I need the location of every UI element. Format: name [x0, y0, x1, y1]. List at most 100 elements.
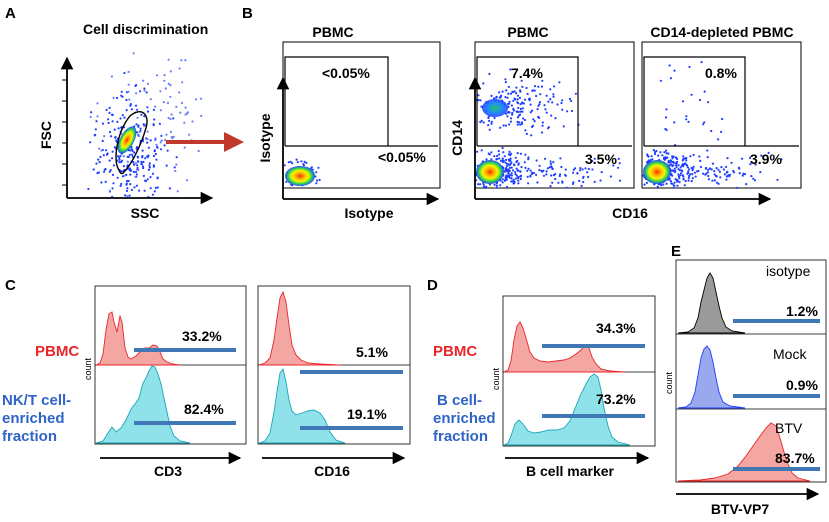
event-dot: [108, 111, 111, 114]
event-dot: [675, 178, 678, 181]
b-plot2-gate-upper: [476, 56, 579, 146]
event-dot: [141, 156, 144, 159]
event-dot: [531, 124, 535, 127]
event-dot: [127, 90, 130, 93]
event-dot: [146, 178, 149, 181]
event-dot: [618, 162, 621, 165]
event-dot: [699, 165, 703, 169]
event-dot: [550, 114, 553, 117]
b-plot3-upper-pct: 0.8%: [705, 65, 737, 81]
event-dot: [154, 152, 157, 156]
event-dot: [143, 189, 146, 192]
event-dot: [668, 164, 671, 167]
event-dot: [675, 164, 678, 167]
event-dot: [591, 168, 594, 171]
event-dot: [516, 94, 520, 97]
event-dot: [110, 135, 113, 138]
event-dot: [506, 96, 509, 99]
c-plot2: 5.1% 19.1% CD16: [257, 285, 411, 479]
event-dot: [103, 135, 106, 138]
event-dot: [134, 162, 138, 165]
event-dot: [735, 186, 739, 189]
event-dot: [513, 90, 516, 93]
event-dot: [485, 158, 488, 161]
event-dot: [570, 109, 574, 113]
event-dot: [708, 167, 712, 170]
event-dot: [487, 124, 490, 127]
event-dot: [713, 173, 716, 176]
event-dot: [516, 116, 520, 119]
event-dot: [521, 107, 525, 110]
event-dot: [526, 175, 529, 178]
event-dot: [609, 175, 613, 178]
b-plot1-ylabel: Isotype: [257, 113, 273, 162]
event-dot: [544, 108, 547, 111]
event-dot: [303, 160, 306, 163]
event-dot: [120, 170, 123, 173]
event-dot: [684, 179, 687, 183]
event-dot: [527, 167, 530, 170]
event-dot: [504, 78, 507, 81]
event-dot: [142, 165, 145, 168]
event-dot: [550, 166, 553, 169]
b-plot3-gate-upper: [643, 56, 746, 146]
event-dot: [547, 127, 550, 130]
event-dot: [151, 193, 155, 196]
event-dot: [501, 178, 504, 181]
event-dot: [687, 170, 690, 173]
event-dot: [587, 175, 590, 179]
event-dot: [134, 104, 138, 107]
event-dot: [142, 123, 145, 126]
event-dot: [165, 164, 168, 167]
event-dot: [717, 182, 720, 185]
event-dot: [128, 168, 131, 171]
event-dot: [507, 163, 510, 166]
c-plot1-top-pct: 33.2%: [182, 328, 222, 344]
event-dot: [537, 104, 540, 107]
event-dot: [678, 177, 681, 180]
event-dot: [98, 161, 101, 164]
event-dot: [718, 170, 722, 173]
panel-e-letter: E: [671, 243, 681, 260]
event-dot: [130, 108, 133, 111]
event-dot: [700, 61, 703, 64]
event-dot: [529, 103, 532, 106]
event-dot: [180, 101, 184, 105]
event-dot: [519, 123, 522, 126]
event-dot: [672, 161, 675, 164]
event-dot: [536, 108, 539, 111]
event-dot: [667, 161, 670, 164]
event-dot: [163, 74, 166, 77]
e-count-label: count: [664, 371, 674, 394]
event-dot: [507, 110, 510, 114]
event-dot: [599, 179, 602, 182]
event-dot: [670, 173, 673, 177]
event-dot: [106, 152, 109, 155]
event-dot: [517, 182, 520, 185]
event-dot: [562, 125, 565, 128]
event-dot: [147, 168, 150, 171]
event-dot: [523, 161, 526, 164]
event-dot: [533, 85, 537, 88]
event-dot: [576, 172, 579, 175]
event-dot: [551, 101, 554, 104]
event-dot: [128, 153, 131, 156]
event-dot: [529, 111, 532, 114]
event-dot: [140, 163, 143, 166]
event-dot: [518, 114, 521, 117]
event-dot: [482, 121, 485, 124]
event-dot: [118, 156, 121, 160]
c-plot1-pbmc-histogram: [95, 311, 181, 366]
event-dot: [180, 59, 183, 62]
event-dot: [692, 165, 695, 168]
event-dot: [689, 173, 692, 176]
e-row3-label: BTV: [775, 420, 803, 436]
event-dot: [125, 189, 129, 192]
event-dot: [477, 94, 480, 97]
event-dot: [586, 171, 589, 174]
event-dot: [707, 174, 710, 178]
event-dot: [707, 168, 710, 171]
event-dot: [720, 166, 723, 169]
b-plot1-title: PBMC: [312, 24, 353, 40]
event-dot: [142, 79, 145, 82]
